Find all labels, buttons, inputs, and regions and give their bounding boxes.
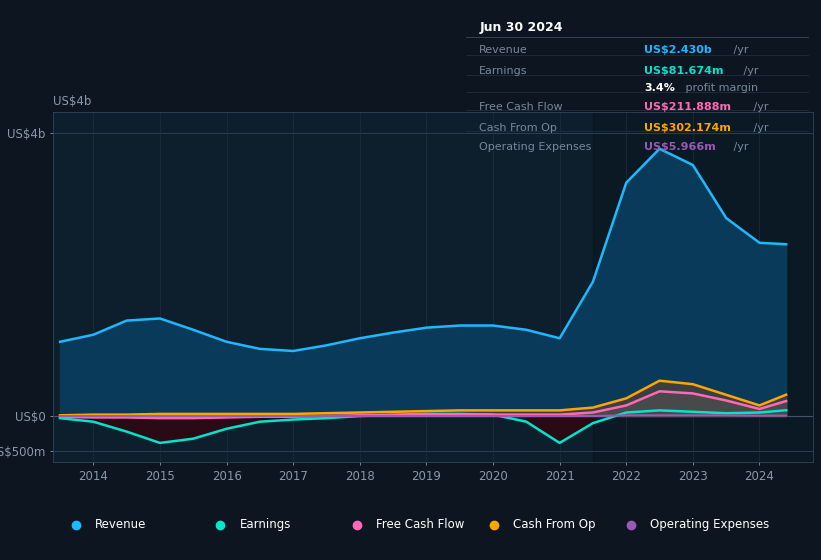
Text: US$302.174m: US$302.174m — [644, 123, 731, 133]
Text: /yr: /yr — [750, 101, 768, 111]
Text: Earnings: Earnings — [479, 66, 528, 76]
Text: Operating Expenses: Operating Expenses — [649, 518, 768, 531]
Text: Revenue: Revenue — [95, 518, 146, 531]
Text: US$2.430b: US$2.430b — [644, 45, 712, 55]
Text: US$4b: US$4b — [53, 95, 92, 108]
Bar — [593, 112, 813, 462]
Text: /yr: /yr — [731, 45, 749, 55]
Text: Operating Expenses: Operating Expenses — [479, 142, 592, 152]
Text: US$211.888m: US$211.888m — [644, 101, 731, 111]
Text: Jun 30 2024: Jun 30 2024 — [479, 21, 562, 34]
Text: US$5.966m: US$5.966m — [644, 142, 716, 152]
Text: /yr: /yr — [731, 142, 749, 152]
Text: Free Cash Flow: Free Cash Flow — [479, 101, 563, 111]
Text: Earnings: Earnings — [240, 518, 291, 531]
Text: 3.4%: 3.4% — [644, 83, 675, 93]
Text: Cash From Op: Cash From Op — [479, 123, 557, 133]
Text: Cash From Op: Cash From Op — [513, 518, 595, 531]
Text: profit margin: profit margin — [682, 83, 759, 93]
Text: /yr: /yr — [740, 66, 759, 76]
Text: Revenue: Revenue — [479, 45, 528, 55]
Text: Free Cash Flow: Free Cash Flow — [376, 518, 465, 531]
Text: US$81.674m: US$81.674m — [644, 66, 723, 76]
Text: /yr: /yr — [750, 123, 768, 133]
